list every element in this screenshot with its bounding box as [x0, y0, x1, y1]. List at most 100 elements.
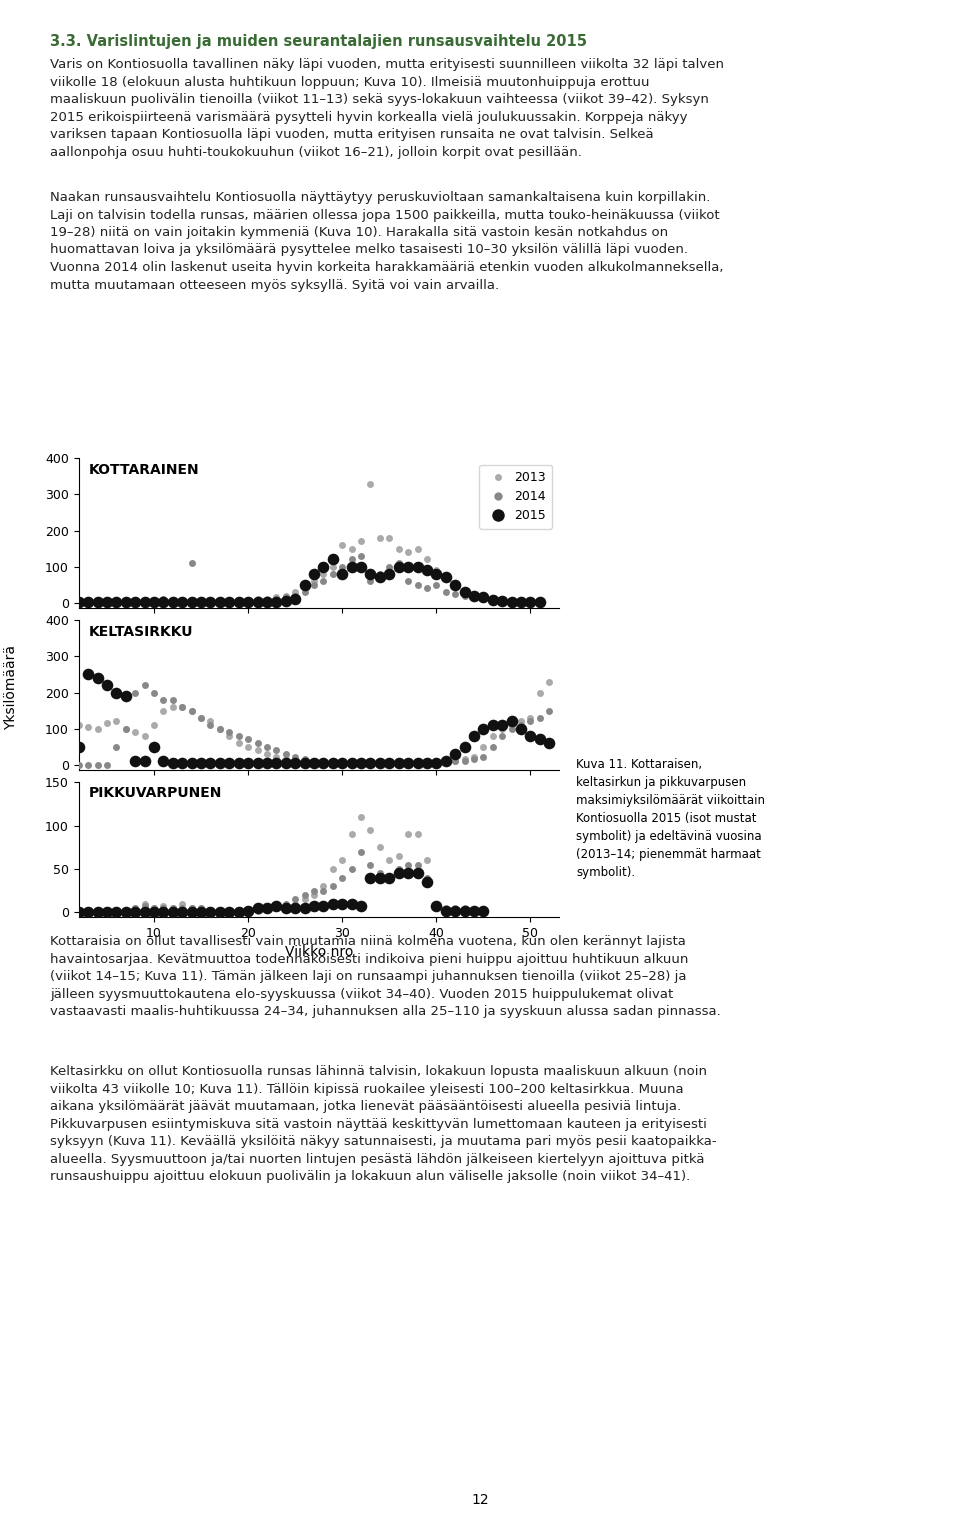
Point	[344, 555, 359, 579]
Point	[400, 853, 416, 877]
Point	[353, 839, 369, 863]
Point	[476, 717, 492, 741]
Point	[193, 706, 208, 730]
Point	[363, 568, 378, 593]
Point	[335, 562, 350, 587]
Point	[400, 750, 416, 775]
Point	[156, 894, 171, 918]
Point	[193, 588, 208, 613]
Point	[335, 750, 350, 775]
Point	[118, 590, 133, 614]
Point	[344, 750, 359, 775]
Point	[541, 730, 557, 755]
Point	[269, 894, 284, 918]
Point	[287, 895, 302, 920]
Point	[438, 898, 453, 923]
Point	[504, 717, 519, 741]
Point	[212, 590, 228, 614]
Point	[99, 900, 114, 924]
Point	[71, 900, 86, 924]
Point	[175, 900, 190, 924]
Point	[438, 750, 453, 775]
Point	[71, 752, 86, 776]
Point	[203, 897, 218, 921]
Point	[420, 576, 435, 601]
Point	[240, 898, 255, 923]
Point	[297, 895, 312, 920]
Point	[203, 590, 218, 614]
Point	[297, 747, 312, 772]
Point	[165, 895, 180, 920]
Point	[61, 590, 77, 614]
Point	[259, 897, 275, 921]
Point	[99, 711, 114, 735]
Point	[476, 746, 492, 770]
Point	[175, 895, 190, 920]
Point	[212, 898, 228, 923]
Point	[193, 706, 208, 730]
Point	[146, 588, 161, 613]
Point	[108, 680, 124, 704]
Point	[344, 891, 359, 915]
Point	[259, 590, 275, 614]
Point	[523, 709, 539, 733]
Point	[146, 590, 161, 614]
Point	[250, 730, 265, 755]
Point	[184, 550, 200, 575]
Point	[108, 590, 124, 614]
Point	[400, 555, 416, 579]
Point	[429, 750, 444, 775]
Point	[137, 590, 153, 614]
Point	[420, 869, 435, 894]
Point	[316, 879, 331, 903]
Point	[504, 588, 519, 613]
Point	[184, 895, 200, 920]
Point	[457, 579, 472, 604]
Point	[316, 894, 331, 918]
Point	[269, 895, 284, 920]
Point	[118, 590, 133, 614]
Point	[514, 712, 529, 736]
Point	[231, 750, 247, 775]
Point	[514, 590, 529, 614]
Point	[447, 573, 463, 597]
Point	[325, 891, 341, 915]
Point	[476, 587, 492, 611]
Point	[222, 590, 237, 614]
Point	[90, 590, 106, 614]
Point	[429, 558, 444, 582]
Point	[447, 898, 463, 923]
Point	[259, 895, 275, 920]
Point	[372, 836, 388, 860]
Point	[438, 895, 453, 920]
Point	[420, 558, 435, 582]
Point	[410, 555, 425, 579]
Point	[382, 750, 397, 775]
Point	[81, 590, 96, 614]
Point	[335, 865, 350, 889]
Point	[184, 588, 200, 613]
Point	[541, 669, 557, 694]
Point	[165, 590, 180, 614]
Point	[128, 680, 143, 704]
Point	[203, 590, 218, 614]
Point	[523, 706, 539, 730]
Point	[335, 891, 350, 915]
Point	[457, 747, 472, 772]
Point	[467, 747, 482, 772]
Point	[344, 547, 359, 571]
Point	[420, 750, 435, 775]
Point	[467, 898, 482, 923]
Point	[108, 900, 124, 924]
Point	[410, 536, 425, 561]
Point	[287, 888, 302, 912]
Point	[231, 724, 247, 749]
Point	[71, 712, 86, 736]
Point	[306, 879, 322, 903]
Point	[420, 848, 435, 872]
Point	[429, 750, 444, 775]
Point	[278, 741, 294, 766]
Point	[222, 724, 237, 749]
Point	[485, 724, 500, 749]
Point	[410, 822, 425, 847]
